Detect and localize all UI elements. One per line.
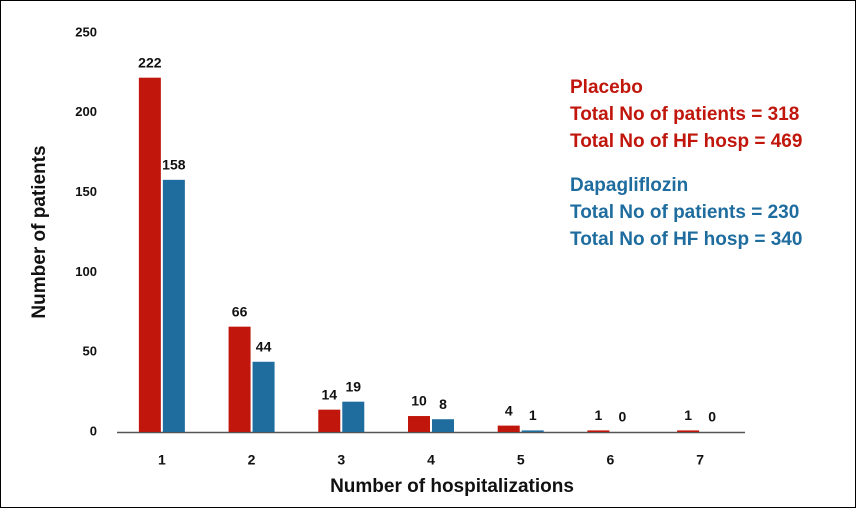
bar — [162, 179, 185, 432]
value-label: 1 — [529, 407, 537, 423]
annotation: Total No of patients = 318 — [570, 104, 799, 125]
bar — [677, 430, 700, 432]
value-label: 158 — [162, 157, 186, 173]
bar — [342, 401, 365, 432]
legend-entry: Dapagliflozin — [570, 175, 688, 196]
bar — [432, 419, 454, 432]
value-label: 1 — [684, 407, 692, 423]
value-label: 8 — [439, 396, 447, 412]
y-tick-label: 250 — [75, 24, 97, 39]
y-tick-label: 50 — [83, 344, 97, 359]
value-label: 10 — [411, 393, 427, 409]
bar — [497, 425, 520, 432]
annotation: Total No of HF hosp = 469 — [570, 131, 802, 152]
value-label: 0 — [708, 409, 716, 425]
x-tick-label: 3 — [337, 452, 345, 468]
x-axis-title: Number of hospitalizations — [330, 476, 574, 497]
y-tick-label: 100 — [75, 264, 97, 279]
value-label: 19 — [345, 378, 361, 394]
x-tick-label: 1 — [158, 452, 166, 468]
y-axis-title: Number of patients — [29, 145, 50, 318]
y-tick-label: 150 — [75, 184, 97, 199]
y-tick-label: 0 — [90, 423, 97, 438]
bar — [587, 430, 610, 432]
x-tick-label: 7 — [696, 452, 704, 468]
value-label: 222 — [138, 54, 162, 70]
value-label: 4 — [505, 402, 513, 418]
x-tick-label: 2 — [248, 452, 256, 468]
value-label: 1 — [595, 407, 603, 423]
value-label: 14 — [321, 386, 337, 402]
value-label: 0 — [619, 409, 627, 425]
bar — [138, 77, 161, 433]
bar — [252, 361, 275, 432]
annotation: Total No of patients = 230 — [570, 202, 799, 223]
y-tick-label: 200 — [75, 104, 97, 119]
value-label: 44 — [256, 338, 272, 354]
annotation: Total No of HF hosp = 340 — [570, 229, 802, 250]
value-label: 66 — [232, 303, 248, 319]
legend-entry: Placebo — [570, 77, 643, 98]
x-tick-label: 4 — [427, 452, 435, 468]
bar — [318, 409, 341, 432]
x-tick-label: 5 — [517, 452, 525, 468]
x-tick-label: 6 — [607, 452, 615, 468]
bar — [228, 326, 251, 432]
bar — [521, 430, 544, 432]
bar — [408, 416, 430, 432]
